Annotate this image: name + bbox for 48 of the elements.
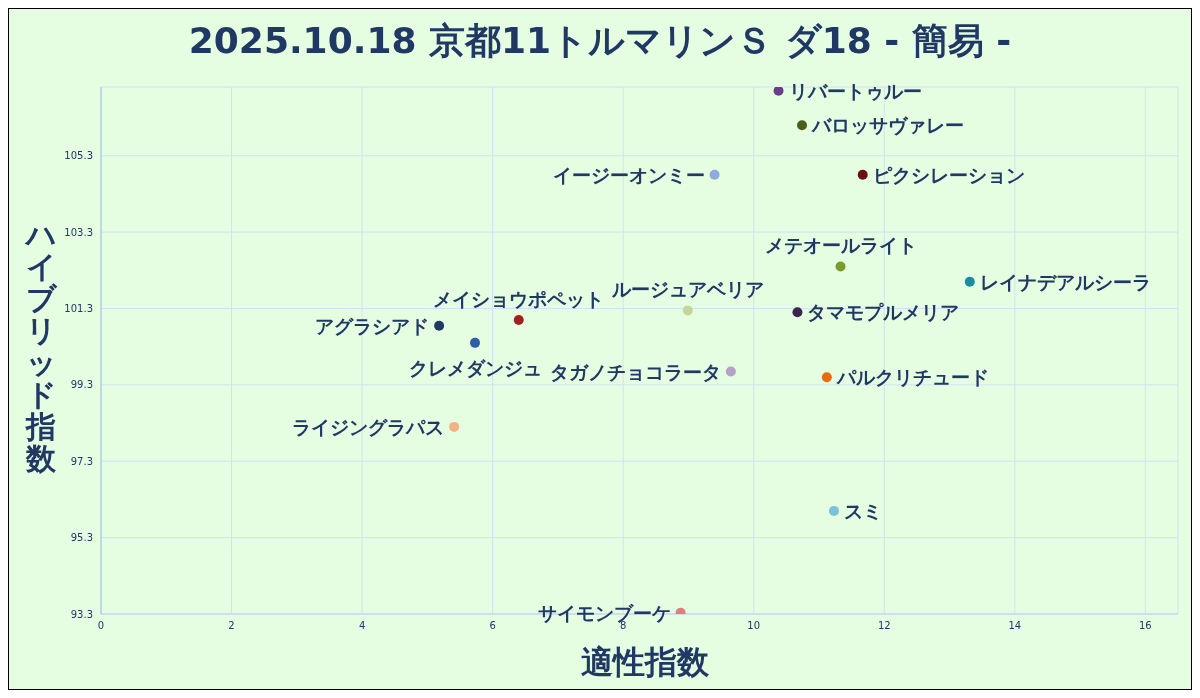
point [725, 366, 736, 377]
x-tick-label: 10 [747, 620, 761, 632]
x-tick-label: 14 [1008, 620, 1022, 632]
x-tick-label: 12 [877, 620, 891, 632]
point [792, 307, 803, 318]
series-label: タガノチョコラータ [549, 360, 721, 383]
point [773, 87, 784, 96]
point [709, 169, 720, 180]
point [434, 320, 445, 331]
series-label: スミ [844, 499, 883, 522]
point [470, 337, 481, 348]
x-tick-label: 0 [97, 620, 105, 632]
series-label: ライジングラパス [292, 415, 445, 438]
y-tick-label: 103.3 [64, 226, 93, 238]
series-label: レイナデアルシーラ [979, 270, 1151, 293]
series-label: ピクシレーション [872, 163, 1025, 186]
point [682, 305, 693, 316]
point [821, 372, 832, 383]
series-label: メテオールライト [764, 234, 917, 257]
y-tick-label: 101.3 [64, 303, 93, 315]
series-label: ルージュアベリア [610, 278, 764, 301]
point [797, 120, 808, 131]
x-tick-label: 2 [228, 620, 235, 632]
x-tick-label: 4 [358, 620, 366, 632]
series-label: パルクリチュード [835, 366, 989, 389]
y-tick-label: 105.3 [64, 150, 93, 162]
x-tick-label: 6 [489, 620, 496, 632]
series-label: メイショウポペット [433, 287, 605, 310]
x-tick-label: 16 [1139, 620, 1152, 632]
x-axis-title: 適性指数 [580, 642, 710, 683]
series-label: アグラシアド [315, 314, 430, 337]
point [857, 169, 868, 180]
point [829, 505, 840, 516]
y-tick-label: 95.3 [70, 532, 93, 544]
point [964, 276, 975, 287]
series-label: バロッサヴァレー [811, 114, 965, 137]
point [449, 421, 460, 432]
series-label: タマモプルメリア [807, 301, 960, 324]
y-tick-label: 97.3 [70, 455, 93, 467]
chart-title: 2025.10.18 京都11トルマリンＳ ダ18 - 簡易 - [187, 19, 1013, 63]
y-axis-title: ハイブリッド指数 [23, 217, 58, 476]
point [513, 314, 524, 325]
series-label: クレメダンジュ [408, 356, 542, 379]
y-tick-label: 93.3 [70, 608, 93, 620]
y-tick-label: 99.3 [70, 379, 93, 391]
series-label: リバートゥルー [788, 79, 922, 102]
point [835, 261, 846, 272]
series-label: イージーオンミー [552, 163, 705, 186]
